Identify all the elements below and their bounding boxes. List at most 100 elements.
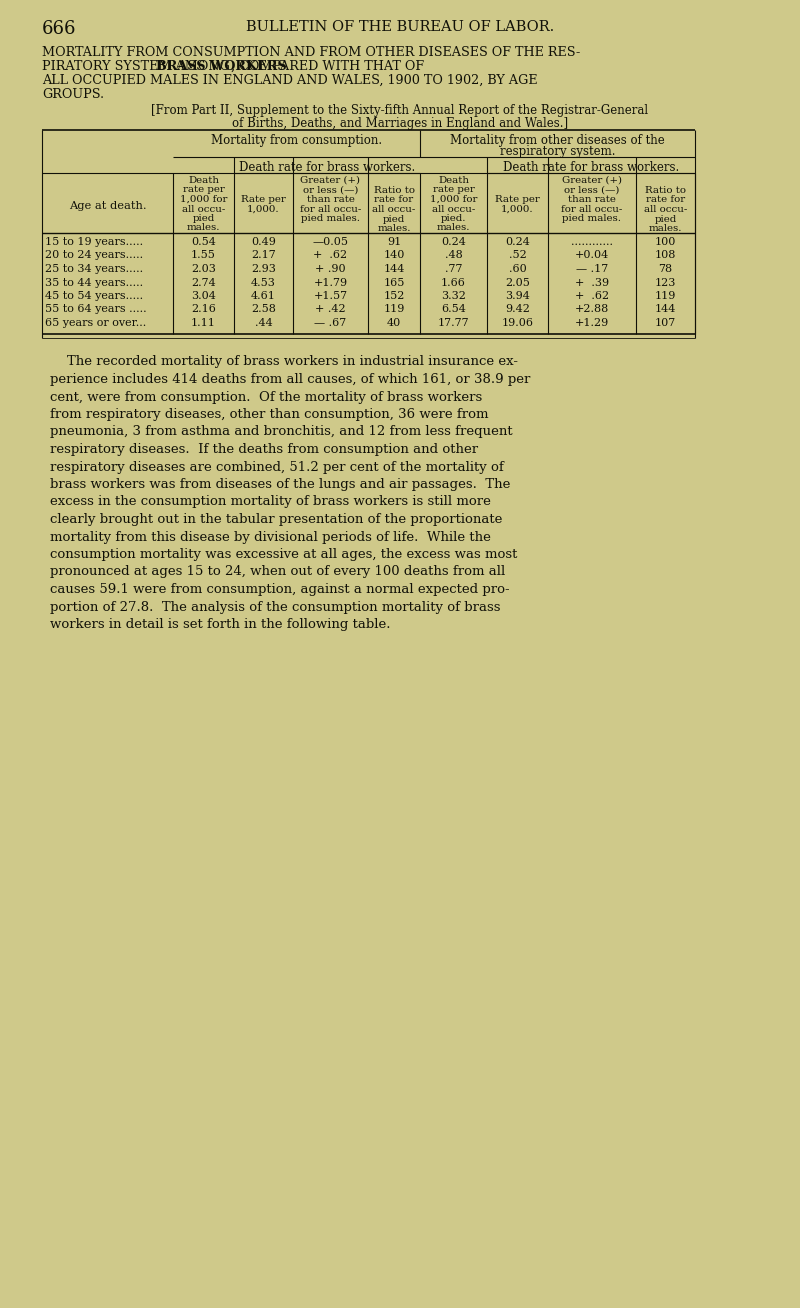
Text: all occu-: all occu- — [432, 204, 475, 213]
Text: 0.24: 0.24 — [505, 237, 530, 247]
Text: males.: males. — [378, 224, 410, 233]
Text: 3.94: 3.94 — [505, 290, 530, 301]
Text: BULLETIN OF THE BUREAU OF LABOR.: BULLETIN OF THE BUREAU OF LABOR. — [246, 20, 554, 34]
Text: +1.57: +1.57 — [314, 290, 347, 301]
Text: than rate: than rate — [306, 195, 354, 204]
Text: excess in the consumption mortality of brass workers is still more: excess in the consumption mortality of b… — [50, 496, 491, 509]
Text: for all occu-: for all occu- — [562, 204, 622, 213]
Text: pied males.: pied males. — [301, 215, 360, 222]
Text: 65 years or over...: 65 years or over... — [45, 318, 146, 328]
Text: +2.88: +2.88 — [575, 305, 609, 314]
Text: Death rate for brass workers.: Death rate for brass workers. — [503, 161, 679, 174]
Text: 1.66: 1.66 — [441, 277, 466, 288]
Text: all occu-: all occu- — [372, 205, 416, 215]
Text: pied.: pied. — [441, 215, 466, 222]
Text: 20 to 24 years.....: 20 to 24 years..... — [45, 251, 143, 260]
Text: 2.74: 2.74 — [191, 277, 216, 288]
Text: Rate per: Rate per — [241, 195, 286, 204]
Text: pied males.: pied males. — [562, 215, 622, 222]
Text: 78: 78 — [658, 264, 673, 273]
Text: all occu-: all occu- — [644, 205, 687, 215]
Text: 91: 91 — [387, 237, 401, 247]
Text: 4.53: 4.53 — [251, 277, 276, 288]
Text: GROUPS.: GROUPS. — [42, 88, 104, 101]
Text: +1.29: +1.29 — [575, 318, 609, 328]
Text: 2.58: 2.58 — [251, 305, 276, 314]
Text: than rate: than rate — [568, 195, 616, 204]
Text: 165: 165 — [383, 277, 405, 288]
Text: MORTALITY FROM CONSUMPTION AND FROM OTHER DISEASES OF THE RES-: MORTALITY FROM CONSUMPTION AND FROM OTHE… — [42, 46, 580, 59]
Text: .48: .48 — [445, 251, 462, 260]
Text: [From Part II, Supplement to the Sixty-fifth Annual Report of the Registrar-Gene: [From Part II, Supplement to the Sixty-f… — [151, 105, 649, 116]
Text: all occu-: all occu- — [182, 204, 225, 213]
Text: portion of 27.8.  The analysis of the consumption mortality of brass: portion of 27.8. The analysis of the con… — [50, 600, 501, 613]
Text: 9.42: 9.42 — [505, 305, 530, 314]
Text: of Births, Deaths, and Marriages in England and Wales.]: of Births, Deaths, and Marriages in Engl… — [232, 116, 568, 129]
Text: for all occu-: for all occu- — [300, 204, 361, 213]
Text: Ratio to: Ratio to — [374, 186, 414, 195]
Text: rate per: rate per — [182, 186, 224, 195]
Text: 108: 108 — [655, 251, 676, 260]
Text: clearly brought out in the tabular presentation of the proportionate: clearly brought out in the tabular prese… — [50, 513, 502, 526]
Text: males.: males. — [649, 224, 682, 233]
Text: respiratory diseases are combined, 51.2 per cent of the mortality of: respiratory diseases are combined, 51.2 … — [50, 460, 504, 473]
Text: from respiratory diseases, other than consumption, 36 were from: from respiratory diseases, other than co… — [50, 408, 489, 421]
Text: ............: ............ — [571, 237, 613, 247]
Text: 100: 100 — [655, 237, 676, 247]
Text: 55 to 64 years .....: 55 to 64 years ..... — [45, 305, 146, 314]
Text: or less (—): or less (—) — [303, 186, 358, 195]
Text: PIRATORY SYSTEM AMONG: PIRATORY SYSTEM AMONG — [42, 60, 234, 73]
Text: rate per: rate per — [433, 186, 474, 195]
Text: +  .39: + .39 — [575, 277, 609, 288]
Text: 40: 40 — [387, 318, 401, 328]
Text: BRASS WORKERS: BRASS WORKERS — [156, 60, 286, 73]
Text: 25 to 34 years.....: 25 to 34 years..... — [45, 264, 143, 273]
Text: +  .62: + .62 — [575, 290, 609, 301]
Text: males.: males. — [186, 224, 220, 233]
Text: Ratio to: Ratio to — [645, 186, 686, 195]
Text: 0.49: 0.49 — [251, 237, 276, 247]
Text: 3.04: 3.04 — [191, 290, 216, 301]
Text: males.: males. — [437, 224, 470, 233]
Text: workers in detail is set forth in the following table.: workers in detail is set forth in the fo… — [50, 617, 390, 630]
Text: — .17: — .17 — [576, 264, 608, 273]
Text: 1.55: 1.55 — [191, 251, 216, 260]
Text: 4.61: 4.61 — [251, 290, 276, 301]
Text: — .67: — .67 — [314, 318, 346, 328]
Text: .52: .52 — [509, 251, 526, 260]
Text: 17.77: 17.77 — [438, 318, 470, 328]
Text: pied: pied — [383, 215, 405, 224]
Text: Death rate for brass workers.: Death rate for brass workers. — [239, 161, 415, 174]
Text: +0.04: +0.04 — [575, 251, 609, 260]
Text: Mortality from other diseases of the: Mortality from other diseases of the — [450, 133, 665, 146]
Text: rate for: rate for — [374, 195, 414, 204]
Text: .44: .44 — [254, 318, 272, 328]
Text: 0.54: 0.54 — [191, 237, 216, 247]
Text: 2.05: 2.05 — [505, 277, 530, 288]
Text: 144: 144 — [655, 305, 676, 314]
Text: 1,000.: 1,000. — [247, 204, 280, 213]
Text: 1,000 for: 1,000 for — [180, 195, 227, 204]
Text: consumption mortality was excessive at all ages, the excess was most: consumption mortality was excessive at a… — [50, 548, 518, 561]
Text: 144: 144 — [383, 264, 405, 273]
Text: causes 59.1 were from consumption, against a normal expected pro-: causes 59.1 were from consumption, again… — [50, 583, 510, 596]
Text: rate for: rate for — [646, 195, 685, 204]
Text: 140: 140 — [383, 251, 405, 260]
Text: Age at death.: Age at death. — [69, 201, 146, 211]
Text: brass workers was from diseases of the lungs and air passages.  The: brass workers was from diseases of the l… — [50, 477, 510, 490]
Text: Death: Death — [438, 177, 469, 184]
Text: 119: 119 — [655, 290, 676, 301]
Text: pronounced at ages 15 to 24, when out of every 100 deaths from all: pronounced at ages 15 to 24, when out of… — [50, 565, 506, 578]
Text: .60: .60 — [509, 264, 526, 273]
Text: 15 to 19 years.....: 15 to 19 years..... — [45, 237, 143, 247]
Text: Greater (+): Greater (+) — [562, 177, 622, 184]
Text: 45 to 54 years.....: 45 to 54 years..... — [45, 290, 143, 301]
Text: respiratory diseases.  If the deaths from consumption and other: respiratory diseases. If the deaths from… — [50, 443, 478, 456]
Text: 35 to 44 years.....: 35 to 44 years..... — [45, 277, 143, 288]
Text: pied: pied — [654, 215, 677, 224]
Text: 152: 152 — [383, 290, 405, 301]
Text: respiratory system.: respiratory system. — [500, 145, 615, 158]
Text: Greater (+): Greater (+) — [301, 177, 361, 184]
Text: .77: .77 — [445, 264, 462, 273]
Text: The recorded mortality of brass workers in industrial insurance ex-: The recorded mortality of brass workers … — [50, 356, 518, 369]
